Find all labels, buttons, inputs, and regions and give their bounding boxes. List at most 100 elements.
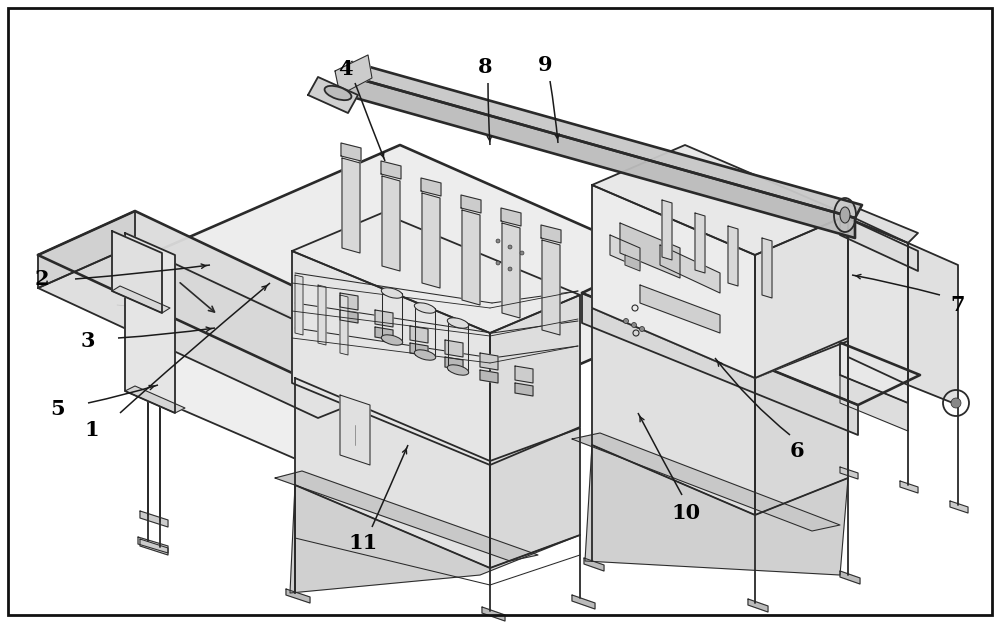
Polygon shape xyxy=(585,445,848,575)
Polygon shape xyxy=(840,205,918,243)
Text: 3: 3 xyxy=(81,331,95,351)
Polygon shape xyxy=(900,481,918,493)
Polygon shape xyxy=(840,215,908,403)
Polygon shape xyxy=(112,231,162,313)
Text: 5: 5 xyxy=(51,399,65,419)
Ellipse shape xyxy=(381,335,403,345)
Polygon shape xyxy=(292,213,580,333)
Polygon shape xyxy=(345,75,855,238)
Polygon shape xyxy=(148,255,172,401)
Text: 7: 7 xyxy=(951,295,965,315)
Ellipse shape xyxy=(414,350,436,360)
Polygon shape xyxy=(410,326,428,343)
Polygon shape xyxy=(125,386,185,413)
Polygon shape xyxy=(375,327,393,340)
Polygon shape xyxy=(950,501,968,513)
Circle shape xyxy=(508,245,512,249)
Circle shape xyxy=(496,261,500,265)
Text: 8: 8 xyxy=(478,57,492,77)
Polygon shape xyxy=(840,375,908,431)
Circle shape xyxy=(951,398,961,408)
Polygon shape xyxy=(582,263,920,405)
Polygon shape xyxy=(461,195,481,213)
Polygon shape xyxy=(755,341,848,515)
Polygon shape xyxy=(728,226,738,286)
Polygon shape xyxy=(138,537,168,553)
Polygon shape xyxy=(422,193,440,288)
Polygon shape xyxy=(610,235,640,268)
Polygon shape xyxy=(286,589,310,603)
Polygon shape xyxy=(695,213,705,273)
Text: 10: 10 xyxy=(671,503,701,523)
Polygon shape xyxy=(584,558,604,571)
Polygon shape xyxy=(38,211,135,288)
Polygon shape xyxy=(582,293,858,435)
Ellipse shape xyxy=(381,288,403,298)
Polygon shape xyxy=(748,599,768,612)
Polygon shape xyxy=(445,357,463,370)
Text: 11: 11 xyxy=(348,533,378,553)
Polygon shape xyxy=(482,607,505,621)
Polygon shape xyxy=(421,178,441,196)
Polygon shape xyxy=(445,340,463,357)
Polygon shape xyxy=(290,485,580,593)
Polygon shape xyxy=(308,77,358,113)
Circle shape xyxy=(640,326,644,331)
Polygon shape xyxy=(640,285,720,333)
Polygon shape xyxy=(295,378,490,568)
Polygon shape xyxy=(148,145,740,403)
Polygon shape xyxy=(592,145,848,255)
Ellipse shape xyxy=(325,86,351,100)
Text: 9: 9 xyxy=(538,55,552,75)
Polygon shape xyxy=(148,255,160,401)
Polygon shape xyxy=(341,143,361,161)
Polygon shape xyxy=(125,233,175,413)
Circle shape xyxy=(624,318,629,323)
Polygon shape xyxy=(275,471,538,561)
Polygon shape xyxy=(295,275,303,335)
Polygon shape xyxy=(755,215,848,378)
Polygon shape xyxy=(908,243,958,405)
Polygon shape xyxy=(382,176,400,271)
Polygon shape xyxy=(592,185,755,378)
Polygon shape xyxy=(140,511,168,527)
Text: 2: 2 xyxy=(35,269,49,289)
Polygon shape xyxy=(340,293,358,310)
Polygon shape xyxy=(840,467,858,479)
Polygon shape xyxy=(38,245,418,418)
Polygon shape xyxy=(112,286,170,313)
Polygon shape xyxy=(848,215,908,385)
Ellipse shape xyxy=(447,365,469,375)
Circle shape xyxy=(632,323,637,328)
Polygon shape xyxy=(541,225,561,243)
Polygon shape xyxy=(840,571,860,584)
Polygon shape xyxy=(340,295,348,355)
Polygon shape xyxy=(662,200,672,260)
Polygon shape xyxy=(375,310,393,327)
Polygon shape xyxy=(490,295,580,465)
Polygon shape xyxy=(148,255,490,543)
Ellipse shape xyxy=(414,303,436,313)
Polygon shape xyxy=(762,238,772,298)
Polygon shape xyxy=(625,255,640,271)
Polygon shape xyxy=(318,285,326,345)
Polygon shape xyxy=(381,161,401,179)
Polygon shape xyxy=(840,215,918,271)
Text: 6: 6 xyxy=(790,441,804,461)
Polygon shape xyxy=(462,210,480,305)
Polygon shape xyxy=(38,211,418,385)
Polygon shape xyxy=(340,395,370,465)
Text: 1: 1 xyxy=(85,420,99,440)
Polygon shape xyxy=(572,433,840,531)
Circle shape xyxy=(520,251,524,255)
Polygon shape xyxy=(480,370,498,383)
Polygon shape xyxy=(342,158,360,253)
Polygon shape xyxy=(340,310,358,323)
Circle shape xyxy=(508,267,512,271)
Polygon shape xyxy=(515,366,533,383)
Polygon shape xyxy=(620,223,680,278)
Polygon shape xyxy=(660,245,720,293)
Polygon shape xyxy=(515,383,533,396)
Polygon shape xyxy=(480,353,498,370)
Polygon shape xyxy=(490,428,580,568)
